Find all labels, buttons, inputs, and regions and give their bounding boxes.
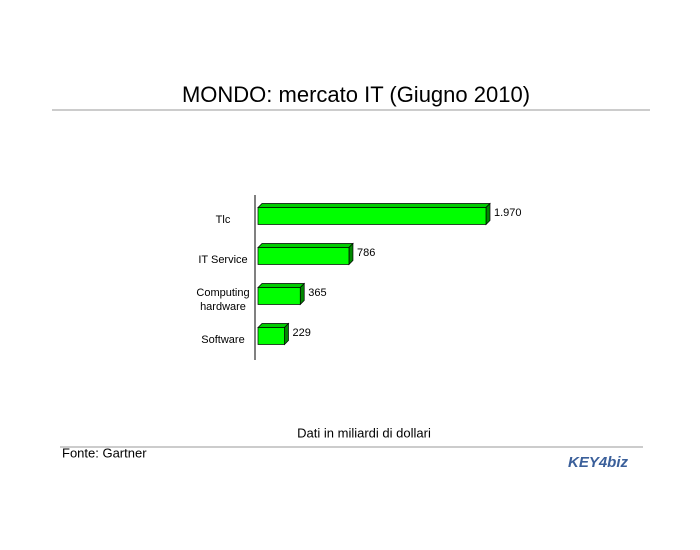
category-label: Tlc — [215, 214, 231, 226]
bar-top — [257, 283, 306, 288]
bar-top — [257, 243, 354, 248]
bar-side — [299, 282, 305, 306]
source: Fonte: Gartner — [62, 445, 147, 460]
value-label: 365 — [308, 287, 326, 299]
category-label: Software — [201, 334, 245, 346]
bar — [257, 287, 301, 305]
value-label: 229 — [293, 327, 311, 339]
bar — [257, 327, 285, 345]
bar-top — [257, 323, 290, 328]
logo: KEY4biz — [568, 454, 629, 471]
category-label: Computing hardware — [196, 287, 250, 313]
note: Dati in miliardi di dollari — [297, 425, 431, 440]
bar-side — [284, 322, 289, 346]
bar-top — [257, 203, 491, 208]
value-label: 786 — [357, 247, 375, 259]
bar-side — [348, 242, 354, 266]
chart-title: MONDO: mercato IT (Giugno 2010) — [182, 82, 530, 107]
value-label: 1.970 — [494, 207, 522, 219]
category-label: IT Service — [198, 254, 248, 266]
bar — [257, 247, 350, 265]
bar — [257, 207, 487, 225]
bar-side — [485, 202, 491, 226]
